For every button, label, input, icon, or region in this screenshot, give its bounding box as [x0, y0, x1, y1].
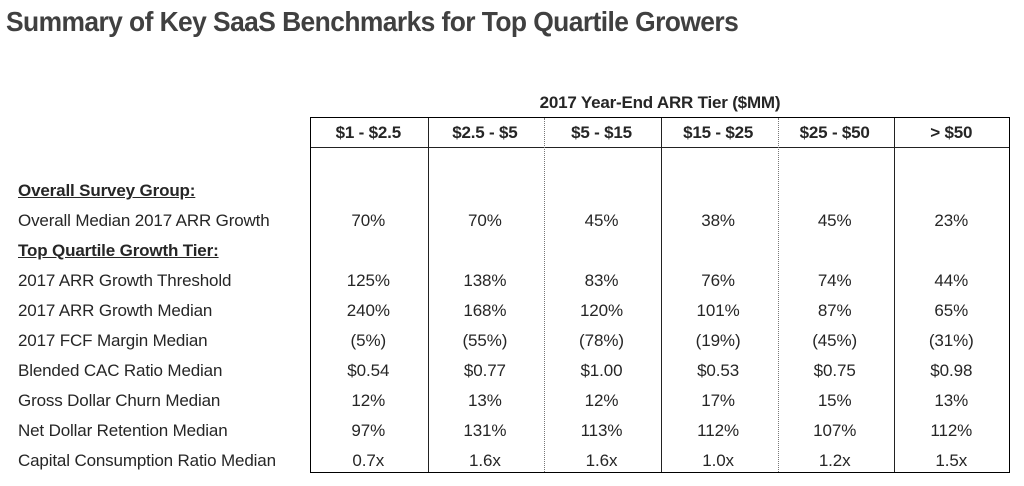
table-cell: 113% [580, 421, 623, 440]
table-cell: 112% [697, 421, 739, 440]
table-cell: 13% [934, 391, 969, 410]
table-cell: 131% [463, 421, 507, 440]
table-cell: 1.0x [702, 451, 734, 470]
table-cell: 168% [463, 301, 507, 320]
row-label: Capital Consumption Ratio Median [18, 451, 276, 470]
table-cell: $0.77 [463, 361, 506, 380]
column-header: $5 - $15 [571, 123, 632, 142]
table-cell: 74% [817, 271, 852, 290]
table-cell: 101% [696, 301, 740, 320]
column-group-header: 2017 Year-End ARR Tier ($MM) [539, 93, 781, 112]
column-divider [427, 118, 429, 472]
table-cell: (31%) [928, 331, 974, 350]
table-cell: (5%) [350, 331, 387, 350]
row-label: Blended CAC Ratio Median [18, 361, 223, 380]
page-title: Summary of Key SaaS Benchmarks for Top Q… [6, 6, 739, 37]
table-cell: 1.2x [818, 451, 851, 470]
table-cell: 87% [817, 301, 852, 320]
table-cell: (78%) [579, 331, 624, 350]
table-cell: 15% [817, 391, 852, 410]
column-header: > $50 [930, 123, 973, 142]
table-cell: 45% [817, 211, 852, 230]
table-cell: 83% [584, 271, 619, 290]
table-cell: 12% [351, 391, 386, 410]
table-cell: 45% [584, 211, 619, 230]
table-cell: $0.98 [930, 361, 973, 380]
table-cell: 120% [579, 301, 624, 320]
table-cell: $1.00 [580, 361, 623, 380]
section-label: Overall Survey Group: [18, 181, 196, 200]
table-cell: 12% [584, 391, 619, 410]
table-cell: 65% [934, 301, 969, 320]
column-header: $1 - $2.5 [335, 123, 402, 142]
table-cell: 112% [930, 421, 973, 440]
table-cell: 38% [701, 211, 735, 230]
table-cell: 70% [351, 211, 386, 230]
table-cell: 1.6x [469, 451, 501, 470]
row-label: Gross Dollar Churn Median [18, 391, 221, 410]
table-cell: 0.7x [352, 451, 385, 470]
row-label: Overall Median 2017 ARR Growth [18, 211, 270, 230]
header-rule [311, 147, 1009, 148]
column-header: $15 - $25 [683, 123, 754, 142]
table-cell: $0.53 [697, 361, 740, 380]
column-header: $25 - $50 [799, 123, 870, 142]
column-divider [894, 118, 896, 472]
column-divider [544, 118, 546, 472]
table-cell: 107% [813, 421, 857, 440]
table-cell: 17% [701, 391, 735, 410]
column-divider [661, 118, 662, 472]
row-label: Net Dollar Retention Median [18, 421, 228, 440]
table-cell: 76% [701, 271, 735, 290]
table-cell: 1.5x [935, 451, 968, 470]
table-cell: 138% [463, 271, 507, 290]
section-label: Top Quartile Growth Tier: [18, 241, 219, 260]
table-cell: 97% [351, 421, 386, 440]
table-cell: 240% [346, 301, 390, 320]
table-cell: 70% [468, 211, 502, 230]
table-cell: 44% [934, 271, 969, 290]
table-cell: 23% [934, 211, 969, 230]
table-cell: 125% [346, 271, 390, 290]
row-label: 2017 FCF Margin Median [18, 331, 208, 350]
row-label: 2017 ARR Growth Threshold [18, 271, 232, 290]
table-cell: 13% [468, 391, 502, 410]
table-cell: $0.54 [347, 361, 390, 380]
row-label: 2017 ARR Growth Median [18, 301, 213, 320]
table-cell: (19%) [695, 331, 741, 350]
table-cell: 1.6x [585, 451, 618, 470]
table-cell: (55%) [462, 331, 508, 350]
column-divider [777, 118, 779, 472]
table-grid [310, 117, 1010, 473]
table-cell: $0.75 [813, 361, 856, 380]
column-header: $2.5 - $5 [452, 123, 518, 142]
table-cell: (45%) [812, 331, 858, 350]
